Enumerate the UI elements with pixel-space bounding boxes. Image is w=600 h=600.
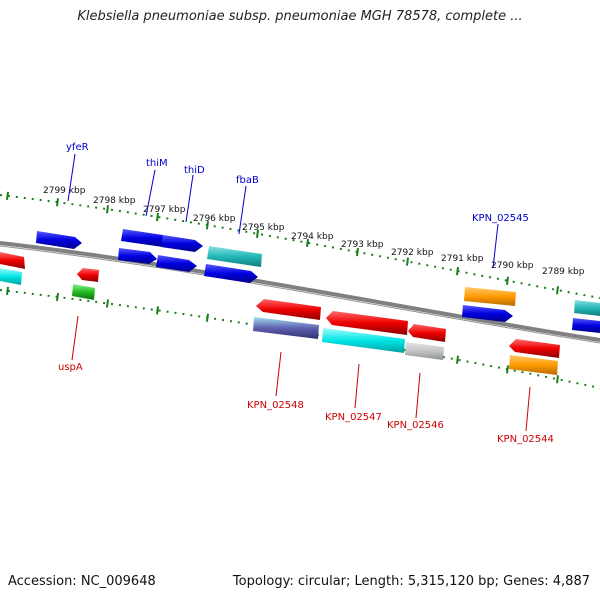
accession-text: Accession: NC_009648	[8, 574, 156, 589]
outer-tick	[506, 276, 509, 285]
label-uspA[interactable]: uspA	[58, 362, 83, 373]
gene-cyan-stripe[interactable]	[253, 317, 319, 339]
leader-uspA	[71, 315, 79, 361]
genome-backbone-shadow	[0, 245, 600, 344]
leader-KPN-02548	[275, 351, 282, 397]
tick-label: 2792 kbp	[391, 248, 434, 258]
gene-KPN-02544[interactable]	[509, 339, 560, 358]
gene-KPN-02545[interactable]	[462, 305, 513, 322]
label-KPN-02546[interactable]: KPN_02546	[387, 420, 444, 431]
tick-label: 2793 kbp	[341, 240, 384, 250]
outer-tick	[356, 247, 359, 257]
inner-tick	[56, 292, 59, 302]
gene-cyan-left[interactable]	[0, 268, 22, 285]
label-KPN-02544[interactable]: KPN_02544	[497, 434, 554, 445]
tick-label: 2798 kbp	[93, 196, 136, 206]
tick-labels: 2799 kbp 2798 kbp 2797 kbp 2796 kbp 2795 kbp…	[43, 186, 585, 277]
label-thiM[interactable]: thiM	[146, 158, 168, 169]
gene-uspA-green[interactable]	[72, 284, 95, 300]
leader-KPN-02545	[492, 223, 499, 269]
forward-features	[36, 229, 600, 333]
outer-scale-line	[0, 194, 600, 299]
label-yfeR[interactable]: yfeR	[66, 142, 89, 153]
inner-tick	[556, 375, 559, 384]
outer-tick	[6, 191, 9, 201]
gene-gray-mid[interactable]	[405, 342, 444, 360]
leader-KPN-02547	[354, 363, 360, 409]
gene-yfeR[interactable]	[36, 231, 82, 249]
inner-tick	[456, 355, 459, 364]
inner-tick	[6, 286, 9, 296]
gene-uspA-red[interactable]	[77, 268, 99, 282]
leader-KPN-02546	[415, 372, 421, 419]
tick-label: 2795 kbp	[242, 223, 285, 233]
gene-blue-right[interactable]	[572, 318, 600, 333]
gene-thiD[interactable]	[161, 235, 203, 252]
outer-tick	[256, 229, 259, 238]
inner-tick	[106, 299, 109, 308]
outer-tick	[56, 198, 59, 207]
gene-thiM[interactable]	[121, 229, 163, 247]
genome-backbone	[0, 241, 600, 342]
map-title: Klebsiella pneumoniae subsp. pneumoniae …	[77, 9, 523, 24]
tick-label: 2791 kbp	[441, 254, 484, 264]
tick-label: 2799 kbp	[43, 186, 86, 196]
leader-KPN-02544	[525, 386, 531, 432]
gene-blue-b3[interactable]	[204, 264, 258, 283]
inner-tick	[506, 365, 509, 374]
label-thiD[interactable]: thiD	[184, 165, 205, 176]
label-KPN-02547[interactable]: KPN_02547	[325, 412, 382, 423]
gene-KPN-02547[interactable]	[326, 311, 408, 335]
gene-KPN-02546[interactable]	[408, 324, 446, 342]
tick-label: 2789 kbp	[542, 267, 585, 277]
outer-tick	[206, 221, 209, 230]
outer-tick	[156, 212, 159, 222]
tick-label: 2796 kbp	[193, 214, 236, 224]
forward-gene-labels: yfeR thiM thiD fbaB KPN_02545	[66, 142, 529, 269]
inner-scale-line	[0, 289, 600, 389]
gene-orange-top[interactable]	[464, 287, 516, 306]
gene-blue-b1[interactable]	[118, 248, 157, 264]
major-ticks-outer	[6, 191, 559, 295]
gene-teal-right[interactable]	[574, 300, 600, 316]
gene-fbaB[interactable]	[207, 246, 262, 267]
gene-cyan-mid[interactable]	[322, 328, 405, 353]
inner-tick	[156, 306, 159, 315]
label-KPN-02545[interactable]: KPN_02545	[472, 213, 529, 224]
leader-yfeR	[67, 153, 76, 202]
outer-tick	[306, 238, 309, 247]
reverse-gene-labels: uspA KPN_02548 KPN_02547 KPN_02546 KPN_0…	[58, 315, 554, 445]
outer-tick	[556, 286, 559, 295]
tick-label: 2797 kbp	[143, 205, 186, 215]
gene-orange-bottom[interactable]	[509, 355, 558, 375]
gene-red-left[interactable]	[0, 252, 25, 269]
gene-blue-b2[interactable]	[156, 255, 197, 272]
label-KPN-02548[interactable]: KPN_02548	[247, 400, 304, 411]
leader-fbaB	[238, 185, 247, 235]
tick-label: 2794 kbp	[291, 232, 334, 242]
gene-KPN-02548[interactable]	[256, 299, 321, 320]
outer-tick	[106, 205, 109, 214]
topology-summary: Topology: circular; Length: 5,315,120 bp…	[232, 574, 590, 589]
outer-tick	[406, 257, 409, 266]
inner-tick	[206, 313, 209, 322]
tick-label: 2790 kbp	[491, 261, 534, 271]
outer-tick	[456, 267, 459, 276]
reverse-features	[0, 252, 560, 375]
label-fbaB[interactable]: fbaB	[236, 175, 259, 186]
leader-thiD	[185, 174, 194, 223]
leader-thiM	[145, 169, 156, 217]
